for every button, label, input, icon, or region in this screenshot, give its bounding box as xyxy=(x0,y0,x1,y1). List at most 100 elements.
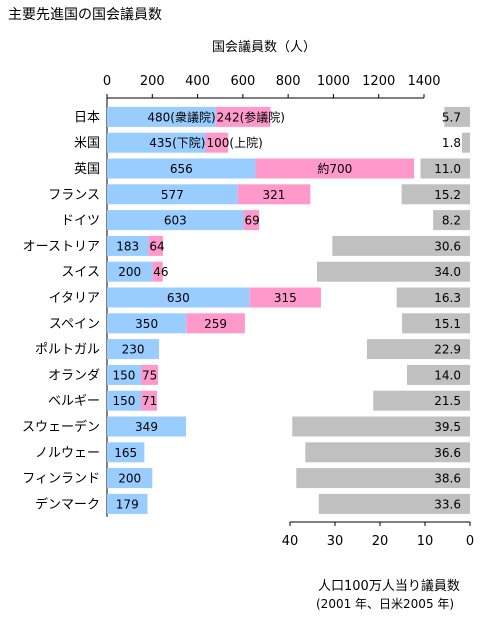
lower-house-label: 200 xyxy=(118,472,141,486)
per-million-bar xyxy=(420,158,470,179)
per-million-bar xyxy=(366,339,470,360)
upper-house-bar xyxy=(237,184,311,205)
upper-house-bar xyxy=(140,390,158,411)
per-million-label: 5.7 xyxy=(442,110,461,124)
upper-house-label: 242(参議院) xyxy=(217,109,285,124)
lower-house-label: 179 xyxy=(116,497,139,511)
upper-house-label: 321 xyxy=(263,188,286,202)
per-million-bar xyxy=(317,261,470,282)
per-million-bar xyxy=(292,416,470,437)
upper-house-label: 約700 xyxy=(317,161,352,176)
per-million-label: 11.0 xyxy=(434,162,461,176)
bottom-axis-tick-label: 0 xyxy=(466,534,474,549)
per-million-label: 15.2 xyxy=(434,188,461,202)
top-axis-tick-label: 0 xyxy=(103,74,111,89)
lower-house-label: 200 xyxy=(118,265,141,279)
category-label: イタリア xyxy=(49,291,100,306)
upper-house-label: 64 xyxy=(149,239,164,253)
lower-house-bar xyxy=(107,210,244,231)
lower-house-bar xyxy=(107,313,187,334)
category-label: ノルウェー xyxy=(35,446,100,461)
per-million-bar xyxy=(373,390,470,411)
category-label: フィンランド xyxy=(22,472,100,487)
top-axis-label: 国会議員数（人） xyxy=(212,40,317,55)
per-million-label: 30.6 xyxy=(434,239,461,253)
lower-house-bar xyxy=(107,364,141,385)
per-million-label: 1.8 xyxy=(442,136,461,150)
per-million-bar xyxy=(461,132,470,153)
upper-house-bar xyxy=(255,158,415,179)
upper-house-bar xyxy=(249,287,321,308)
per-million-bar xyxy=(296,468,470,489)
per-million-label: 15.1 xyxy=(434,317,461,331)
per-million-bar xyxy=(402,313,470,334)
per-million-bar xyxy=(396,287,470,308)
per-million-label: 34.0 xyxy=(434,265,461,279)
category-label: ポルトガル xyxy=(35,343,100,358)
upper-house-label: 259 xyxy=(204,317,227,331)
lower-house-bar xyxy=(107,106,216,127)
lower-house-label: 577 xyxy=(161,188,184,202)
upper-house-label: 46 xyxy=(153,265,168,279)
chart-title: 主要先進国の国会議員数 xyxy=(8,7,162,23)
lower-house-bar xyxy=(107,158,256,179)
top-axis-tick-label: 1200 xyxy=(362,74,395,89)
lower-house-label: 165 xyxy=(114,446,137,460)
upper-house-label: 315 xyxy=(274,291,297,305)
bottom-axis-label: 人口100万人当り議員数 xyxy=(318,579,460,594)
lower-house-bar xyxy=(107,442,145,463)
per-million-bar xyxy=(444,106,470,127)
per-million-label: 39.5 xyxy=(434,420,461,434)
lower-house-bar xyxy=(107,416,187,437)
lower-house-bar xyxy=(107,339,160,360)
per-million-label: 21.5 xyxy=(434,394,461,408)
upper-house-label: 69 xyxy=(245,214,260,228)
upper-house-bar xyxy=(148,235,163,256)
category-label: ドイツ xyxy=(61,214,100,229)
upper-house-bar xyxy=(215,106,271,127)
per-million-label: 38.6 xyxy=(434,472,461,486)
lower-house-bar xyxy=(107,235,149,256)
top-axis-tick-label: 1000 xyxy=(317,74,350,89)
bottom-axis-tick-label: 40 xyxy=(282,534,299,549)
category-label: デンマーク xyxy=(35,496,100,512)
category-label: 米国 xyxy=(74,136,100,151)
top-axis-tick-label: 400 xyxy=(185,74,210,89)
lower-house-label: 230 xyxy=(122,343,145,357)
bottom-axis-tick-label: 30 xyxy=(327,534,344,549)
category-label: スペイン xyxy=(49,317,100,332)
per-million-bar xyxy=(332,235,470,256)
lower-house-label: 349 xyxy=(135,420,158,434)
category-label: オーストリア xyxy=(23,239,100,254)
per-million-bar xyxy=(401,184,470,205)
per-million-label: 36.6 xyxy=(434,446,461,460)
per-million-label: 14.0 xyxy=(434,368,461,382)
category-label: ベルギー xyxy=(48,394,100,409)
per-million-label: 22.9 xyxy=(434,343,461,357)
lower-house-bar xyxy=(107,261,153,282)
category-label: スウェーデン xyxy=(22,419,100,435)
per-million-label: 16.3 xyxy=(434,291,461,305)
category-label: オランダ xyxy=(48,368,100,383)
per-million-bar xyxy=(318,493,470,514)
lower-house-bar xyxy=(107,468,153,489)
lower-house-label: 435(下院) xyxy=(149,136,205,150)
lower-house-label: 350 xyxy=(135,317,158,331)
per-million-label: 33.6 xyxy=(434,497,461,511)
upper-house-bar xyxy=(243,210,260,231)
per-million-bar xyxy=(407,364,470,385)
bottom-axis-tick-label: 20 xyxy=(372,534,389,549)
upper-house-bar xyxy=(205,132,229,153)
lower-house-bar xyxy=(107,132,206,153)
upper-house-bar xyxy=(186,313,245,334)
category-label: スイス xyxy=(61,265,100,280)
category-label: 英国 xyxy=(74,162,100,177)
lower-house-bar xyxy=(107,184,238,205)
lower-house-label: 150 xyxy=(113,394,136,408)
upper-house-label: 75 xyxy=(142,368,157,382)
lower-house-bar xyxy=(107,390,141,411)
lower-house-label: 183 xyxy=(116,239,139,253)
upper-house-label: 100(上院) xyxy=(206,136,262,150)
bottom-axis-tick-label: 10 xyxy=(417,534,434,549)
